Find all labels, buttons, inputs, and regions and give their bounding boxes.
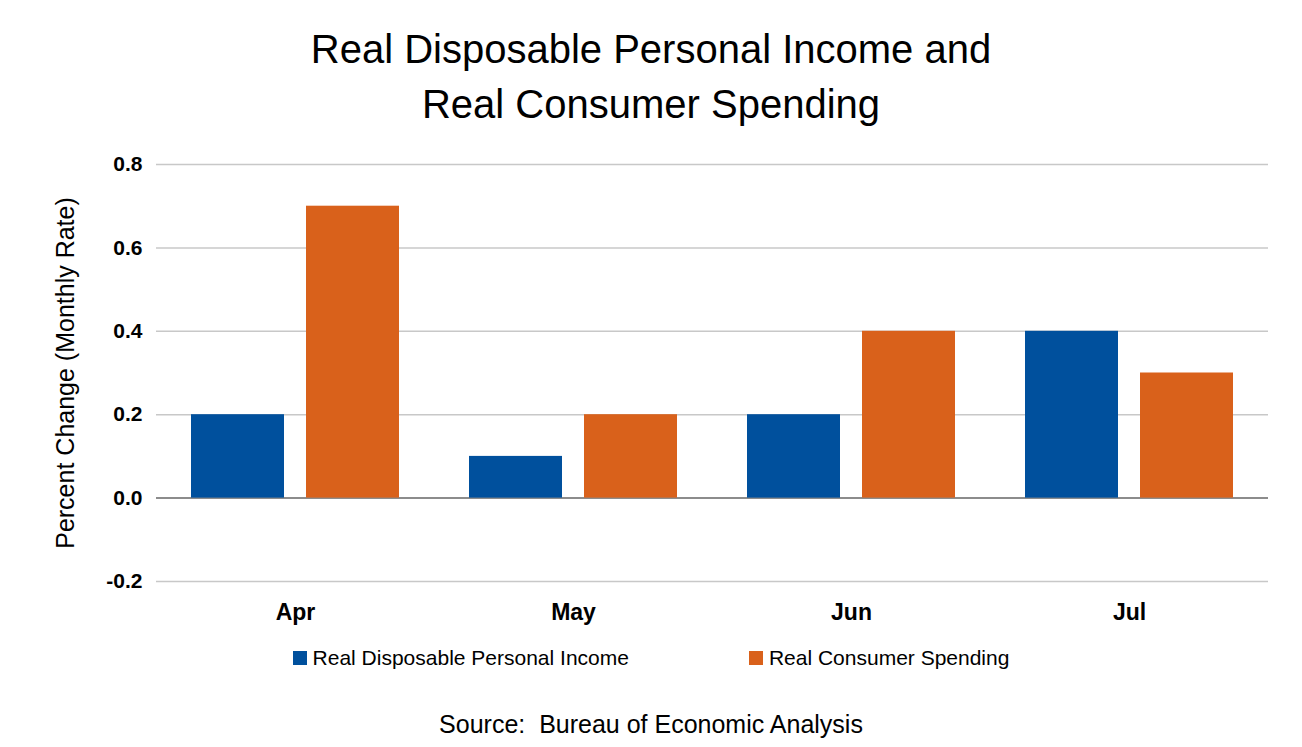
svg-text:-0.2: -0.2: [106, 569, 142, 592]
html-text:Real Consumer Spending: Real Consumer Spending: [768, 646, 1010, 669]
svg-text:0.6: 0.6: [113, 236, 142, 259]
svg-text:0.4: 0.4: [113, 319, 143, 342]
svg-text:0.0: 0.0: [113, 486, 142, 509]
svg-text:Apr: Apr: [276, 599, 316, 625]
svg-text:Jun: Jun: [831, 599, 872, 625]
html-text:Real Disposable Personal Incom: Real Disposable Personal Income and Real…: [310, 27, 992, 126]
svg-text:May: May: [551, 599, 596, 625]
svg-text:Jul: Jul: [1113, 599, 1146, 625]
svg-text:0.8: 0.8: [113, 152, 143, 175]
html-text:Source: Bureau of Economic Ana: Source: Bureau of Economic Analysis: [439, 710, 863, 738]
svg-text:0.2: 0.2: [113, 402, 142, 425]
svg-text:Percent Change (Monthly Rate): Percent Change (Monthly Rate): [51, 197, 79, 549]
html-text:Real Disposable Personal Incom: Real Disposable Personal Income: [312, 646, 629, 669]
